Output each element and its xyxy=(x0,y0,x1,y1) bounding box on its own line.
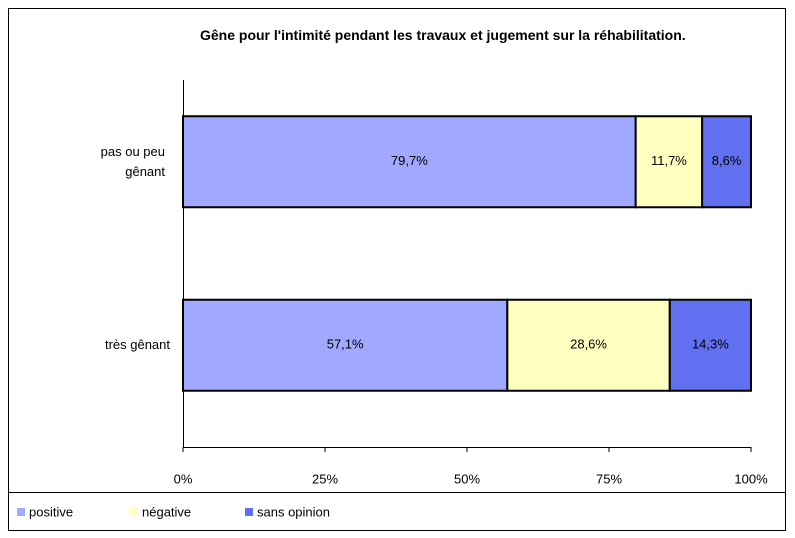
data-label: 11,7% xyxy=(651,153,687,168)
y-tick-label: pas ou peu gênant xyxy=(100,143,165,179)
data-label: 28,6% xyxy=(570,337,607,352)
data-label: 14,3% xyxy=(692,337,729,352)
legend-label: sans opinion xyxy=(257,504,330,519)
chart-title: Gêne pour l'intimité pendant les travaux… xyxy=(200,27,686,43)
legend-swatch xyxy=(17,508,25,516)
y-tick-label: très gênant xyxy=(104,337,170,353)
frame xyxy=(8,8,786,531)
legend-label: positive xyxy=(29,504,73,519)
x-tick-label: 0% xyxy=(174,471,193,486)
bar-segment xyxy=(182,115,637,209)
x-tick-label: 75% xyxy=(596,471,622,486)
data-label: 8,6% xyxy=(712,153,742,168)
x-tick-label: 25% xyxy=(312,471,338,486)
legend-swatch xyxy=(245,508,253,516)
data-label: 57,1% xyxy=(327,337,364,352)
legend-label: négative xyxy=(142,504,191,519)
x-tick-label: 50% xyxy=(454,471,480,486)
data-label: 79,7% xyxy=(391,153,428,168)
bar-segment xyxy=(668,298,752,392)
x-tick-label: 100% xyxy=(734,471,768,486)
bar-segment xyxy=(701,115,752,209)
bar-segment xyxy=(634,115,704,209)
legend-swatch xyxy=(130,508,138,516)
